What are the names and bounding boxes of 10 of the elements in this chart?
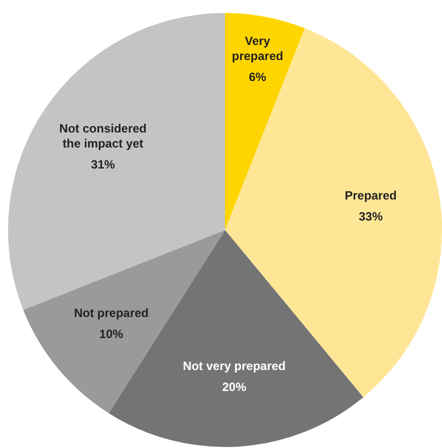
- slice-label: Not considered the impact yet: [59, 121, 147, 150]
- slice-label: Very prepared: [232, 34, 284, 63]
- data-label: 10%: [99, 326, 124, 341]
- slice-label: Not very prepared: [182, 359, 286, 374]
- data-label: 31%: [90, 157, 116, 172]
- data-label: 20%: [222, 380, 247, 394]
- data-label: 6%: [248, 70, 267, 84]
- data-label: 33%: [358, 210, 384, 224]
- slice-label: Prepared: [344, 188, 397, 203]
- slice-label: Not prepared: [74, 306, 149, 320]
